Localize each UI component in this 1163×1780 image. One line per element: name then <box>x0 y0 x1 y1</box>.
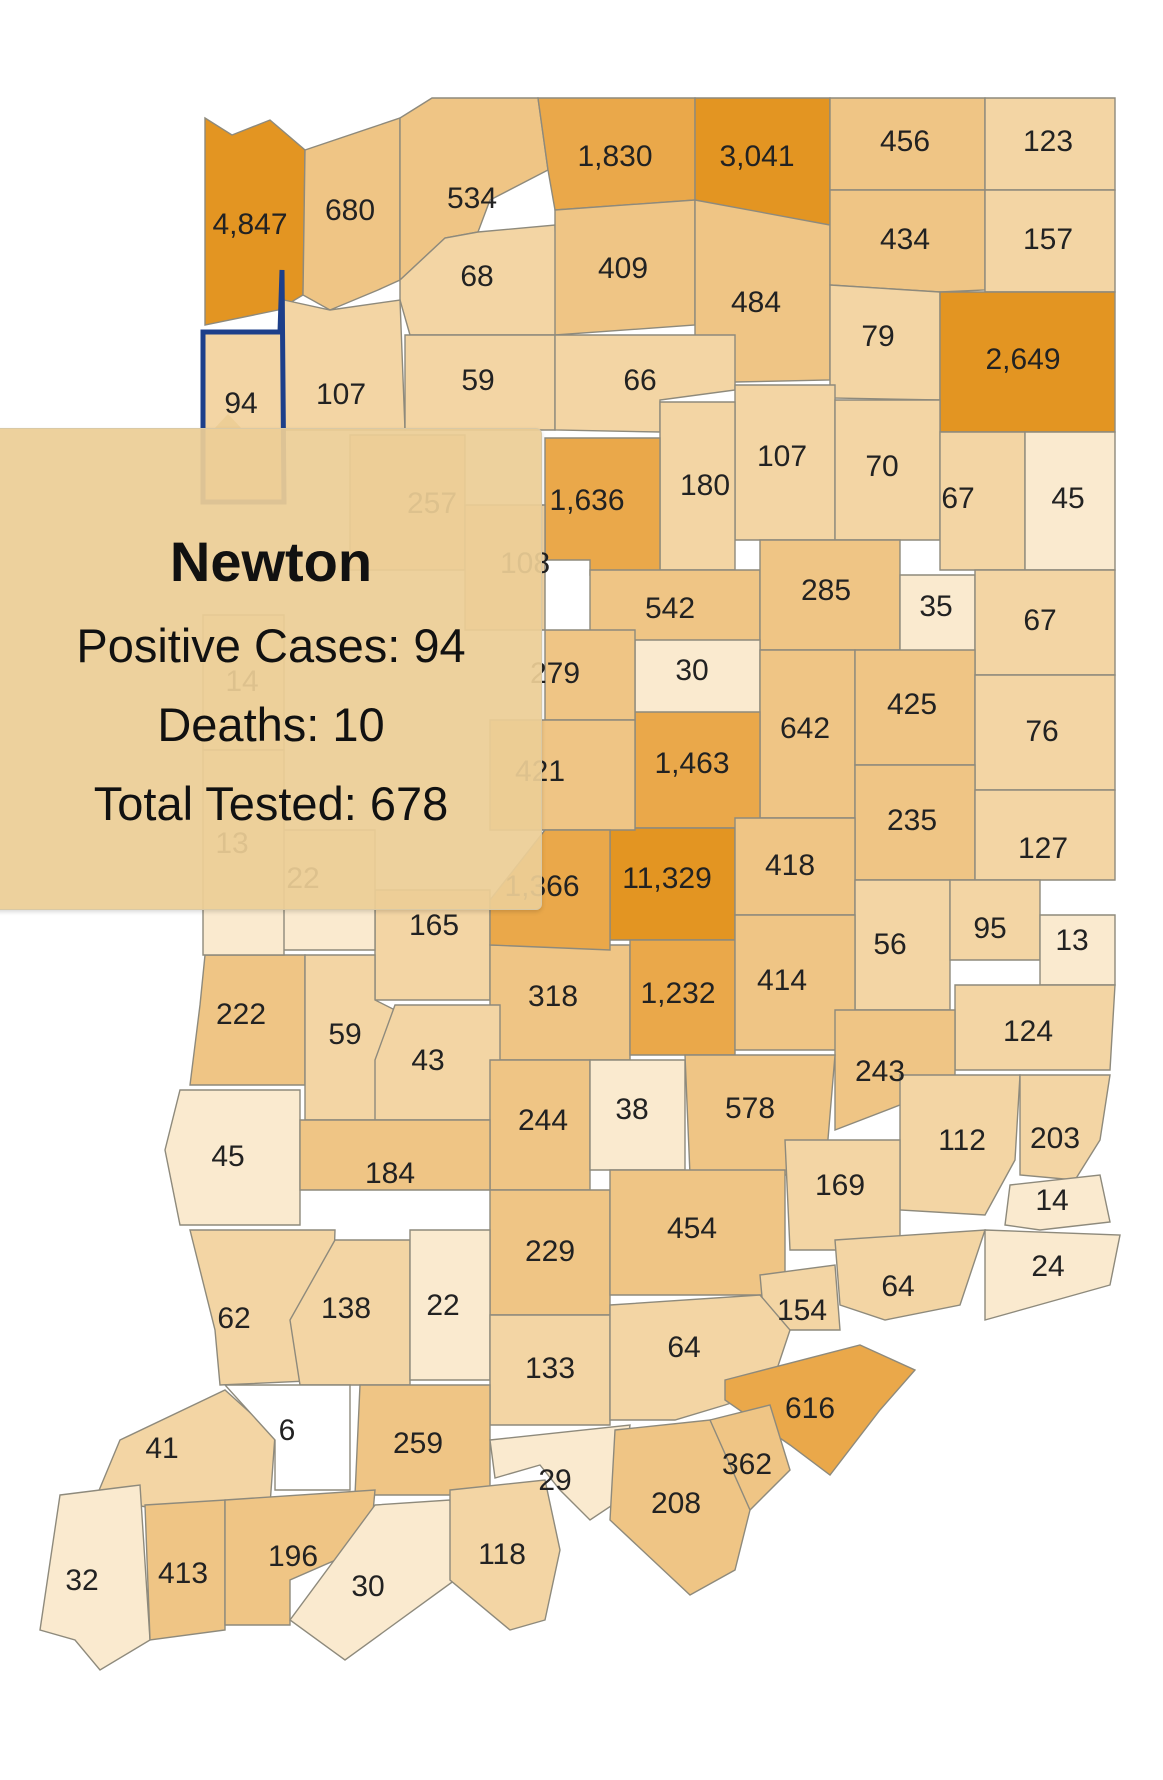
county-region[interactable] <box>734 384 836 541</box>
county-region[interactable] <box>144 1499 226 1641</box>
county-region[interactable] <box>409 1229 491 1381</box>
county-region[interactable] <box>759 539 901 651</box>
county-region[interactable] <box>589 1059 686 1171</box>
county-region[interactable] <box>283 299 406 431</box>
county-region[interactable] <box>404 334 556 431</box>
county-region[interactable] <box>829 97 986 191</box>
tooltip-pointer <box>214 414 242 429</box>
county-region[interactable] <box>634 639 761 716</box>
county-region[interactable] <box>544 437 661 576</box>
county-region[interactable] <box>609 1419 751 1596</box>
county-region[interactable] <box>39 1484 151 1671</box>
county-region[interactable] <box>224 1489 376 1626</box>
county-region[interactable] <box>984 1229 1121 1321</box>
county-region[interactable] <box>374 1004 501 1121</box>
county-region[interactable] <box>1019 1074 1111 1181</box>
county-region[interactable] <box>223 1384 351 1491</box>
county-region[interactable] <box>489 1059 591 1191</box>
county-region[interactable] <box>829 189 986 293</box>
county-region[interactable] <box>609 1169 786 1296</box>
county-region[interactable] <box>189 954 306 1086</box>
county-region[interactable] <box>634 711 761 829</box>
county-region[interactable] <box>759 649 856 819</box>
county-region[interactable] <box>834 1229 986 1321</box>
county-region[interactable] <box>974 789 1116 881</box>
county-region[interactable] <box>204 116 306 326</box>
county-region[interactable] <box>854 764 976 881</box>
county-region[interactable] <box>984 189 1116 293</box>
tooltip-title: Newton <box>169 530 373 593</box>
county-region[interactable] <box>984 97 1116 191</box>
county-region[interactable] <box>829 284 941 401</box>
tooltip-deaths: Deaths: 10 <box>157 698 385 751</box>
county-region[interactable] <box>544 629 636 721</box>
county-region[interactable] <box>899 574 976 653</box>
county-region[interactable] <box>354 1384 491 1496</box>
county-region[interactable] <box>554 334 736 433</box>
county-region[interactable] <box>974 569 1116 676</box>
county-region[interactable] <box>784 1139 901 1251</box>
county-region[interactable] <box>1039 914 1116 986</box>
county-region[interactable] <box>899 1074 1021 1216</box>
county-region[interactable] <box>489 944 631 1061</box>
county-region[interactable] <box>949 879 1041 961</box>
county-region[interactable] <box>299 1119 491 1191</box>
county-region[interactable] <box>974 674 1116 791</box>
county-region[interactable] <box>289 1239 411 1386</box>
county-region[interactable] <box>1004 1174 1111 1231</box>
county-region[interactable] <box>939 291 1116 433</box>
county-region[interactable] <box>954 984 1116 1071</box>
tooltip-positive-cases: Positive Cases: 94 <box>76 619 466 672</box>
county-region[interactable] <box>554 199 696 336</box>
county-region[interactable] <box>609 827 736 941</box>
county-region[interactable] <box>854 879 951 1011</box>
county-region[interactable] <box>939 431 1026 571</box>
county-region[interactable] <box>489 1189 611 1316</box>
county-region[interactable] <box>164 1089 301 1226</box>
county-region[interactable] <box>1024 431 1116 571</box>
county-region[interactable] <box>449 1479 561 1631</box>
county-region[interactable] <box>489 1314 611 1426</box>
county-region[interactable] <box>734 817 856 916</box>
county-region[interactable] <box>289 1499 456 1661</box>
county-region[interactable] <box>854 649 976 766</box>
county-region[interactable] <box>302 117 401 311</box>
county-region[interactable] <box>834 399 941 541</box>
county-region[interactable] <box>629 939 736 1056</box>
county-region[interactable] <box>724 1344 917 1476</box>
county-tooltip: Newton Positive Cases: 94 Deaths: 10 Tot… <box>0 428 542 910</box>
county-region[interactable] <box>659 401 736 571</box>
tooltip-total-tested: Total Tested: 678 <box>93 777 449 830</box>
county-region[interactable] <box>537 97 696 211</box>
